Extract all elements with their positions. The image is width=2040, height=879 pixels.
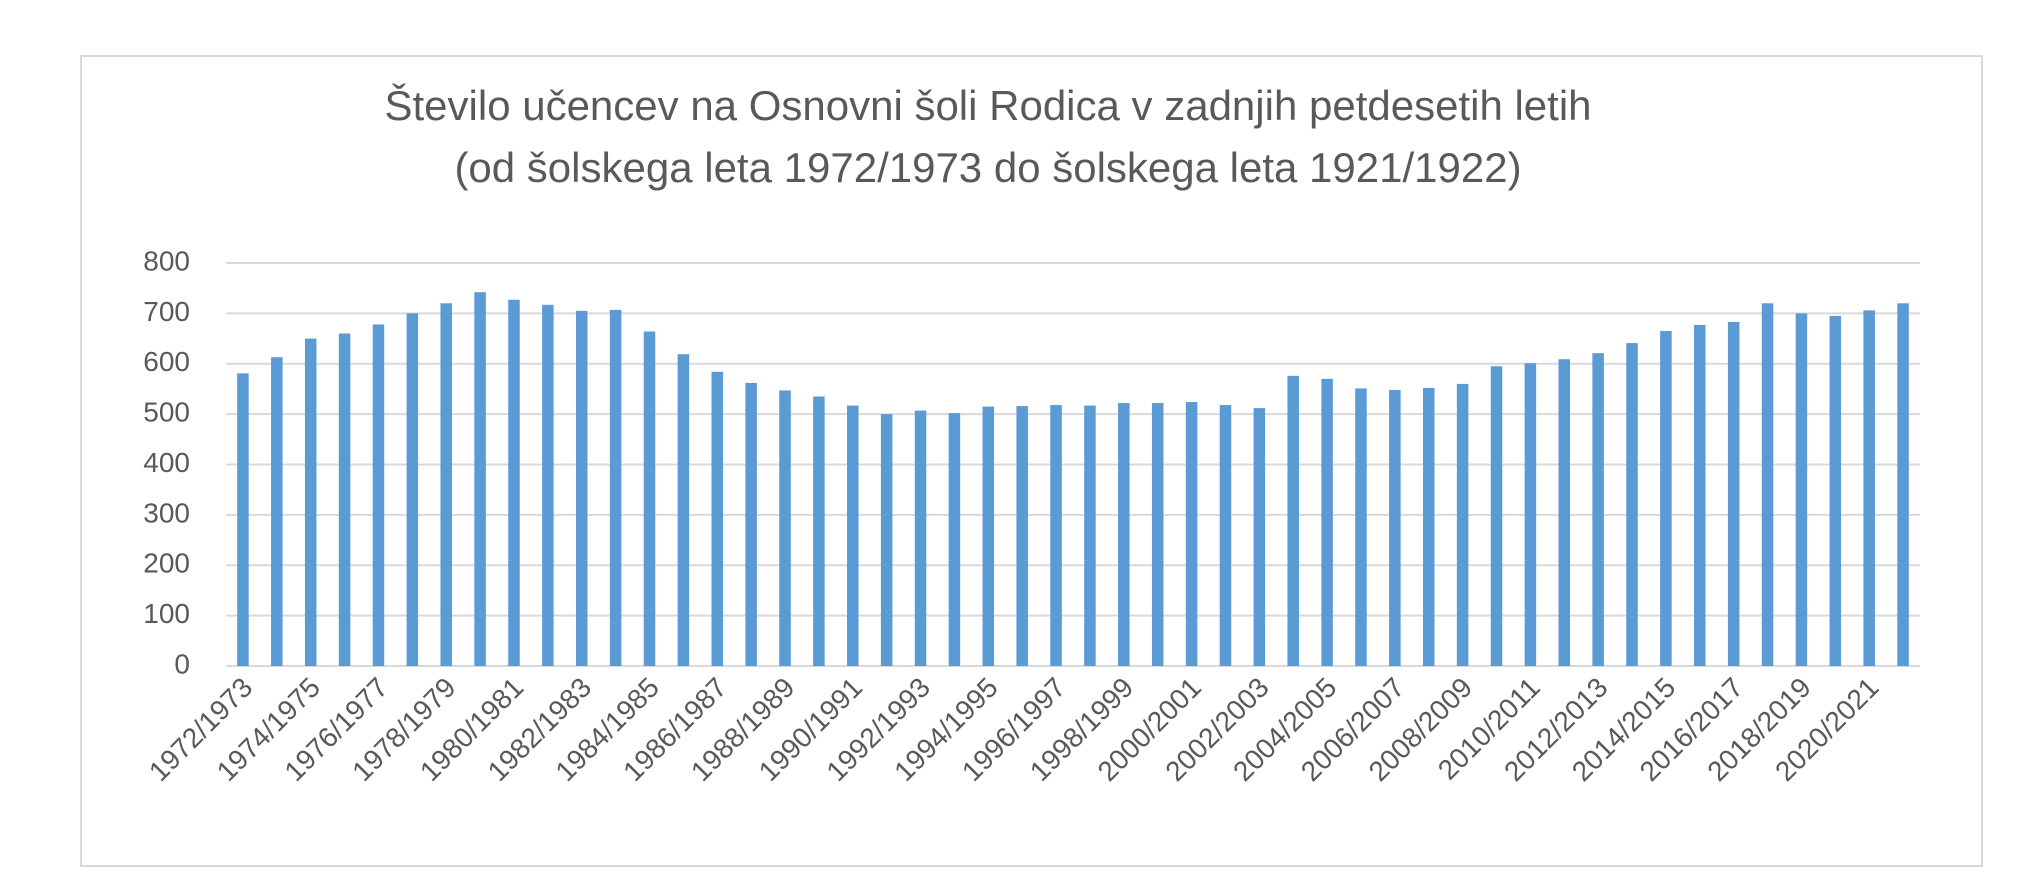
bar [1694, 324, 1706, 666]
bar [575, 310, 588, 666]
bar [711, 371, 724, 666]
bar [1016, 406, 1028, 666]
bar [1456, 383, 1469, 666]
chart-title: (od šolskega leta 1972/1973 do šolskega … [454, 144, 1521, 191]
bar [508, 299, 520, 666]
bar [982, 406, 995, 666]
bar [914, 410, 927, 666]
bar [474, 292, 486, 666]
bar [1422, 387, 1435, 666]
bar [1151, 403, 1164, 666]
bar [677, 354, 690, 666]
bar [1118, 403, 1130, 666]
bar [813, 396, 825, 666]
bar [1829, 315, 1842, 666]
bar [1727, 321, 1740, 666]
y-tick-label: 300 [143, 497, 190, 528]
bar [1490, 366, 1503, 666]
bar [237, 373, 249, 666]
bar [609, 309, 622, 666]
bar [338, 333, 351, 666]
bar [304, 338, 317, 666]
bar [1050, 405, 1062, 666]
y-tick-label: 400 [143, 447, 190, 478]
bar [1660, 331, 1672, 666]
y-tick-label: 200 [143, 548, 190, 579]
bar [542, 304, 554, 666]
bar [1524, 363, 1537, 666]
bar [1287, 375, 1299, 666]
bar [1626, 343, 1638, 666]
bar [1185, 402, 1198, 666]
bar [1253, 408, 1266, 666]
bar [1863, 310, 1875, 666]
y-tick-label: 800 [143, 245, 190, 276]
bar [779, 390, 791, 666]
y-tick-label: 0 [174, 648, 190, 679]
bar [1592, 353, 1604, 666]
bar [440, 303, 452, 666]
bar [1795, 313, 1808, 666]
bar [372, 324, 385, 666]
bar [1558, 359, 1571, 666]
bar [948, 413, 961, 666]
bar [1389, 389, 1401, 666]
bar [745, 382, 757, 666]
chart-title: Število učencev na Osnovni šoli Rodica v… [384, 82, 1591, 129]
bar [1897, 303, 1909, 666]
y-tick-label: 700 [143, 296, 190, 327]
bar [1084, 405, 1096, 666]
y-tick-label: 100 [143, 598, 190, 629]
bar [880, 414, 893, 666]
bar [643, 331, 656, 666]
bar [847, 405, 859, 666]
bar [1321, 378, 1333, 666]
bar [1355, 388, 1367, 666]
bar [406, 313, 419, 666]
y-tick-label: 600 [143, 346, 190, 377]
bar [1761, 303, 1774, 666]
bar [1219, 405, 1232, 666]
y-tick-label: 500 [143, 397, 190, 428]
bar [271, 357, 283, 666]
